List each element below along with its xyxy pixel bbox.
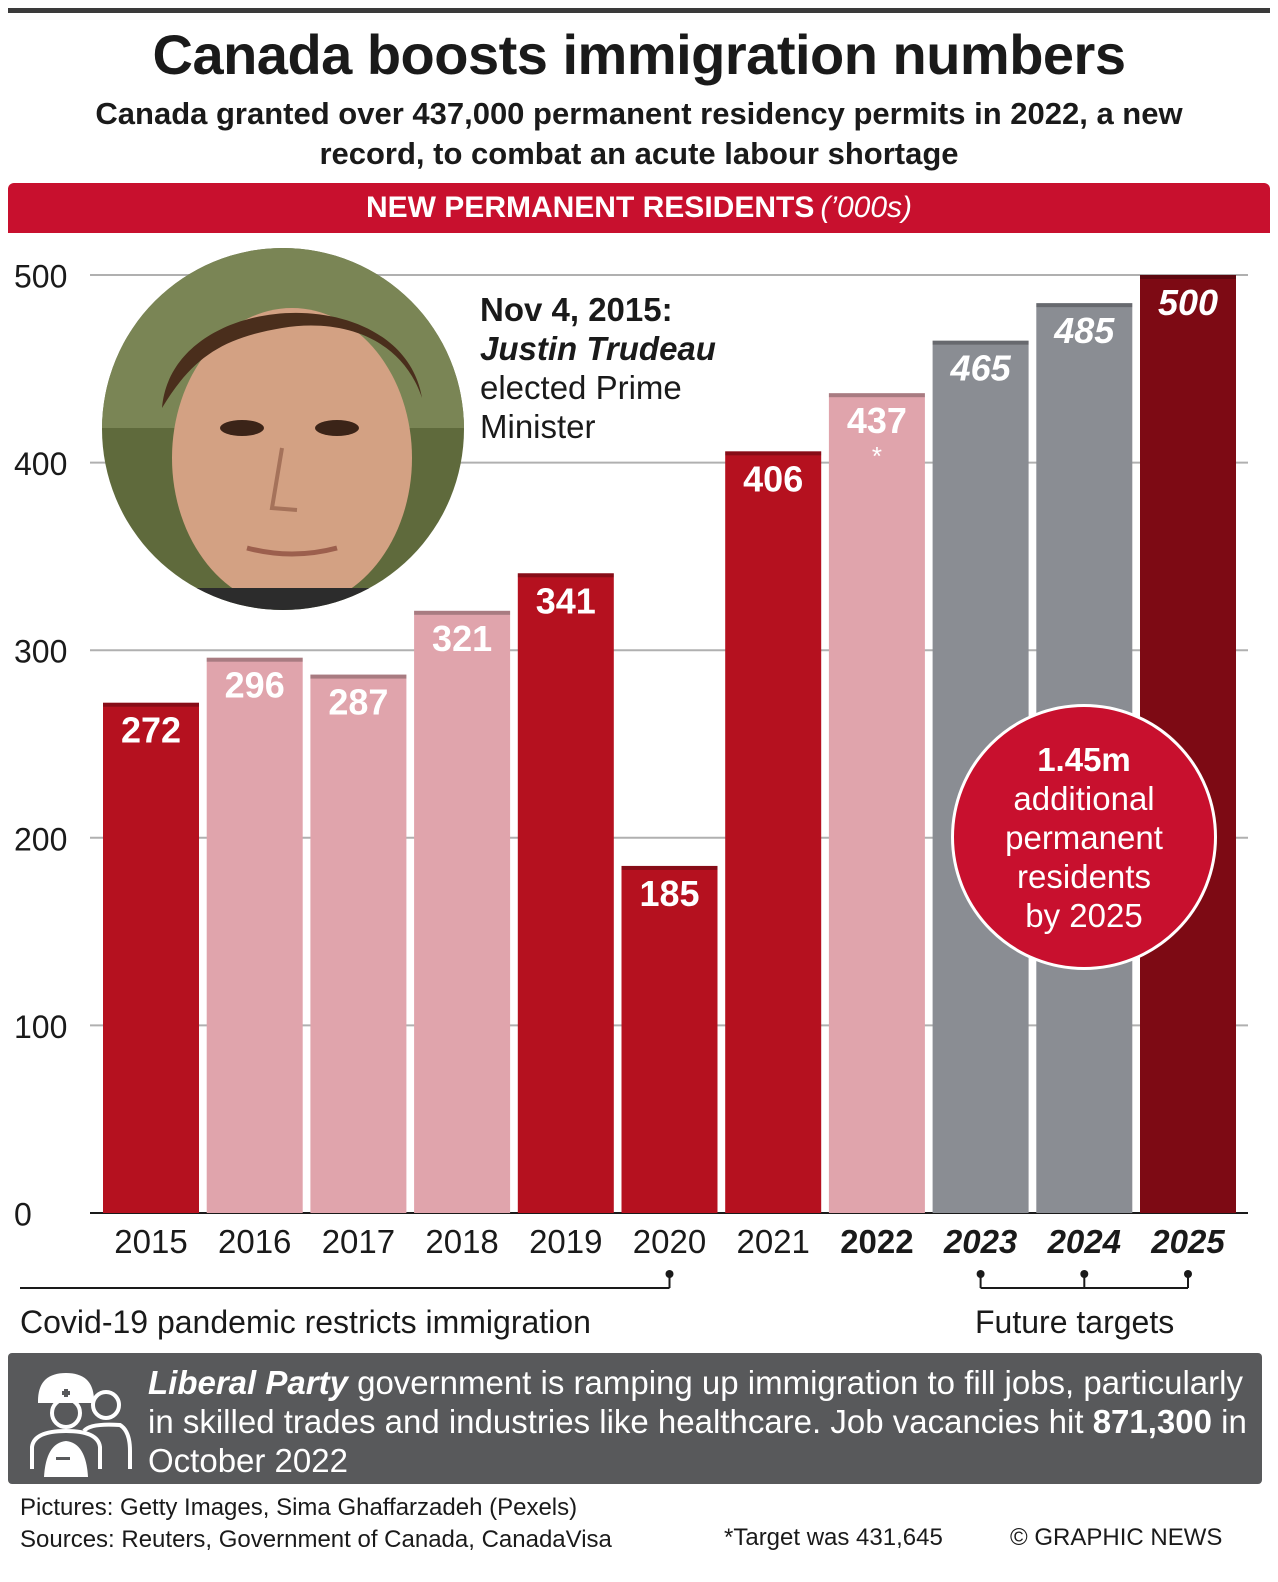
bar-value-label: 287 bbox=[328, 682, 388, 723]
bar bbox=[725, 451, 822, 1213]
bar bbox=[828, 393, 925, 1213]
y-tick-label: 100 bbox=[14, 1009, 67, 1045]
bar-top-edge bbox=[932, 340, 1029, 345]
bar-value-label: 272 bbox=[121, 710, 181, 751]
x-tick-label: 2017 bbox=[322, 1223, 395, 1260]
future-bracket-dot bbox=[1184, 1270, 1192, 1278]
x-tick-label: 2022 bbox=[840, 1223, 913, 1260]
bar bbox=[414, 610, 511, 1213]
x-tick-label: 2016 bbox=[218, 1223, 291, 1260]
banner-label: NEW PERMANENT RESIDENTS bbox=[365, 191, 815, 224]
bar-top-edge bbox=[1036, 303, 1133, 308]
section-banner: NEW PERMANENT RESIDENTS (’000s) bbox=[8, 183, 1270, 233]
future-bracket-dot bbox=[1080, 1270, 1089, 1278]
trudeau-annotation: Nov 4, 2015: Justin Trudeau elected Prim… bbox=[480, 290, 716, 446]
bubble-line1: additional bbox=[1013, 779, 1155, 817]
bar-value-label: 341 bbox=[536, 580, 596, 621]
bar-top-edge bbox=[517, 573, 614, 578]
x-tick-label: 2025 bbox=[1150, 1223, 1225, 1260]
bar bbox=[103, 702, 199, 1213]
bar-value-label: 296 bbox=[225, 665, 285, 706]
x-tick-label: 2021 bbox=[736, 1223, 809, 1260]
bar-value-label: 406 bbox=[743, 458, 803, 499]
covid-note: Covid-19 pandemic restricts immigration bbox=[20, 1304, 591, 1340]
x-tick-label: 2020 bbox=[633, 1223, 706, 1260]
covid-bracket-dot bbox=[665, 1270, 674, 1278]
bubble-line2: permanent bbox=[1005, 818, 1163, 856]
bar-top-edge bbox=[310, 674, 407, 679]
bar bbox=[310, 674, 407, 1213]
info-text-part1: government is ramping up immigration to … bbox=[148, 1364, 1243, 1440]
info-text: Liberal Party government is ramping up i… bbox=[148, 1363, 1248, 1480]
future-bracket-dot bbox=[976, 1270, 985, 1278]
bar-top-edge bbox=[621, 865, 718, 870]
bar-top-edge bbox=[414, 610, 511, 615]
top-rule bbox=[8, 8, 1270, 13]
bar-top-edge bbox=[206, 657, 303, 662]
total-bubble: 1.45m additional permanent residents by … bbox=[951, 704, 1217, 970]
info-panel: Liberal Party government is ramping up i… bbox=[8, 1353, 1262, 1484]
annotation-line1: elected Prime bbox=[480, 369, 682, 406]
bar-top-edge bbox=[725, 451, 822, 456]
x-tick-label: 2024 bbox=[1047, 1223, 1121, 1260]
target-footnote: *Target was 431,645 bbox=[724, 1524, 943, 1551]
bar bbox=[517, 573, 614, 1213]
info-text-part2: in October 2022 bbox=[148, 1403, 1247, 1479]
y-tick-label: 0 bbox=[14, 1196, 32, 1232]
annotation-name: Justin Trudeau bbox=[480, 330, 716, 367]
y-tick-label: 300 bbox=[14, 634, 67, 670]
x-tick-label: 2019 bbox=[529, 1223, 602, 1260]
x-tick-label: 2015 bbox=[114, 1223, 187, 1260]
x-tick-label: 2023 bbox=[943, 1223, 1017, 1260]
bar-value-label: 485 bbox=[1053, 310, 1115, 351]
bar-value-label: 321 bbox=[432, 618, 492, 659]
annotation-line2: Minister bbox=[480, 408, 596, 445]
credits-sources: Sources: Reuters, Government of Canada, … bbox=[20, 1526, 612, 1553]
bubble-line4: by 2025 bbox=[1025, 896, 1143, 934]
credits-pictures: Pictures: Getty Images, Sima Ghaffarzade… bbox=[20, 1494, 578, 1521]
bar bbox=[621, 865, 718, 1213]
bar-top-edge bbox=[1140, 275, 1236, 279]
annotation-date: Nov 4, 2015: bbox=[480, 291, 673, 328]
info-vacancies: 871,300 bbox=[1092, 1403, 1212, 1440]
portrait-photo bbox=[102, 248, 464, 610]
banner-unit: (’000s) bbox=[820, 191, 913, 224]
info-party: Liberal Party bbox=[148, 1364, 348, 1401]
future-note: Future targets bbox=[975, 1304, 1175, 1340]
copyright: © GRAPHIC NEWS bbox=[1010, 1524, 1223, 1551]
bar-value-label: 465 bbox=[950, 348, 1012, 389]
credits: Pictures: Getty Images, Sima Ghaffarzade… bbox=[20, 1492, 612, 1556]
y-tick-label: 200 bbox=[14, 821, 67, 857]
bar-value-label: 185 bbox=[639, 873, 699, 914]
bubble-line3: residents bbox=[1017, 857, 1151, 895]
bubble-big: 1.45m bbox=[1037, 740, 1131, 778]
asterisk-mark: * bbox=[872, 441, 882, 471]
x-tick-label: 2018 bbox=[425, 1223, 498, 1260]
bar-value-label: 500 bbox=[1158, 282, 1218, 323]
chart-subtitle: Canada granted over 437,000 permanent re… bbox=[95, 96, 1183, 171]
bar-top-edge bbox=[828, 393, 925, 398]
bar-value-label: 437 bbox=[847, 400, 907, 441]
bar-top-edge bbox=[103, 702, 199, 707]
bar bbox=[206, 657, 303, 1213]
chart-title: Canada boosts immigration numbers bbox=[152, 23, 1127, 86]
workers-icon bbox=[30, 1372, 132, 1477]
y-tick-label: 500 bbox=[14, 258, 67, 294]
y-tick-label: 400 bbox=[14, 446, 67, 482]
